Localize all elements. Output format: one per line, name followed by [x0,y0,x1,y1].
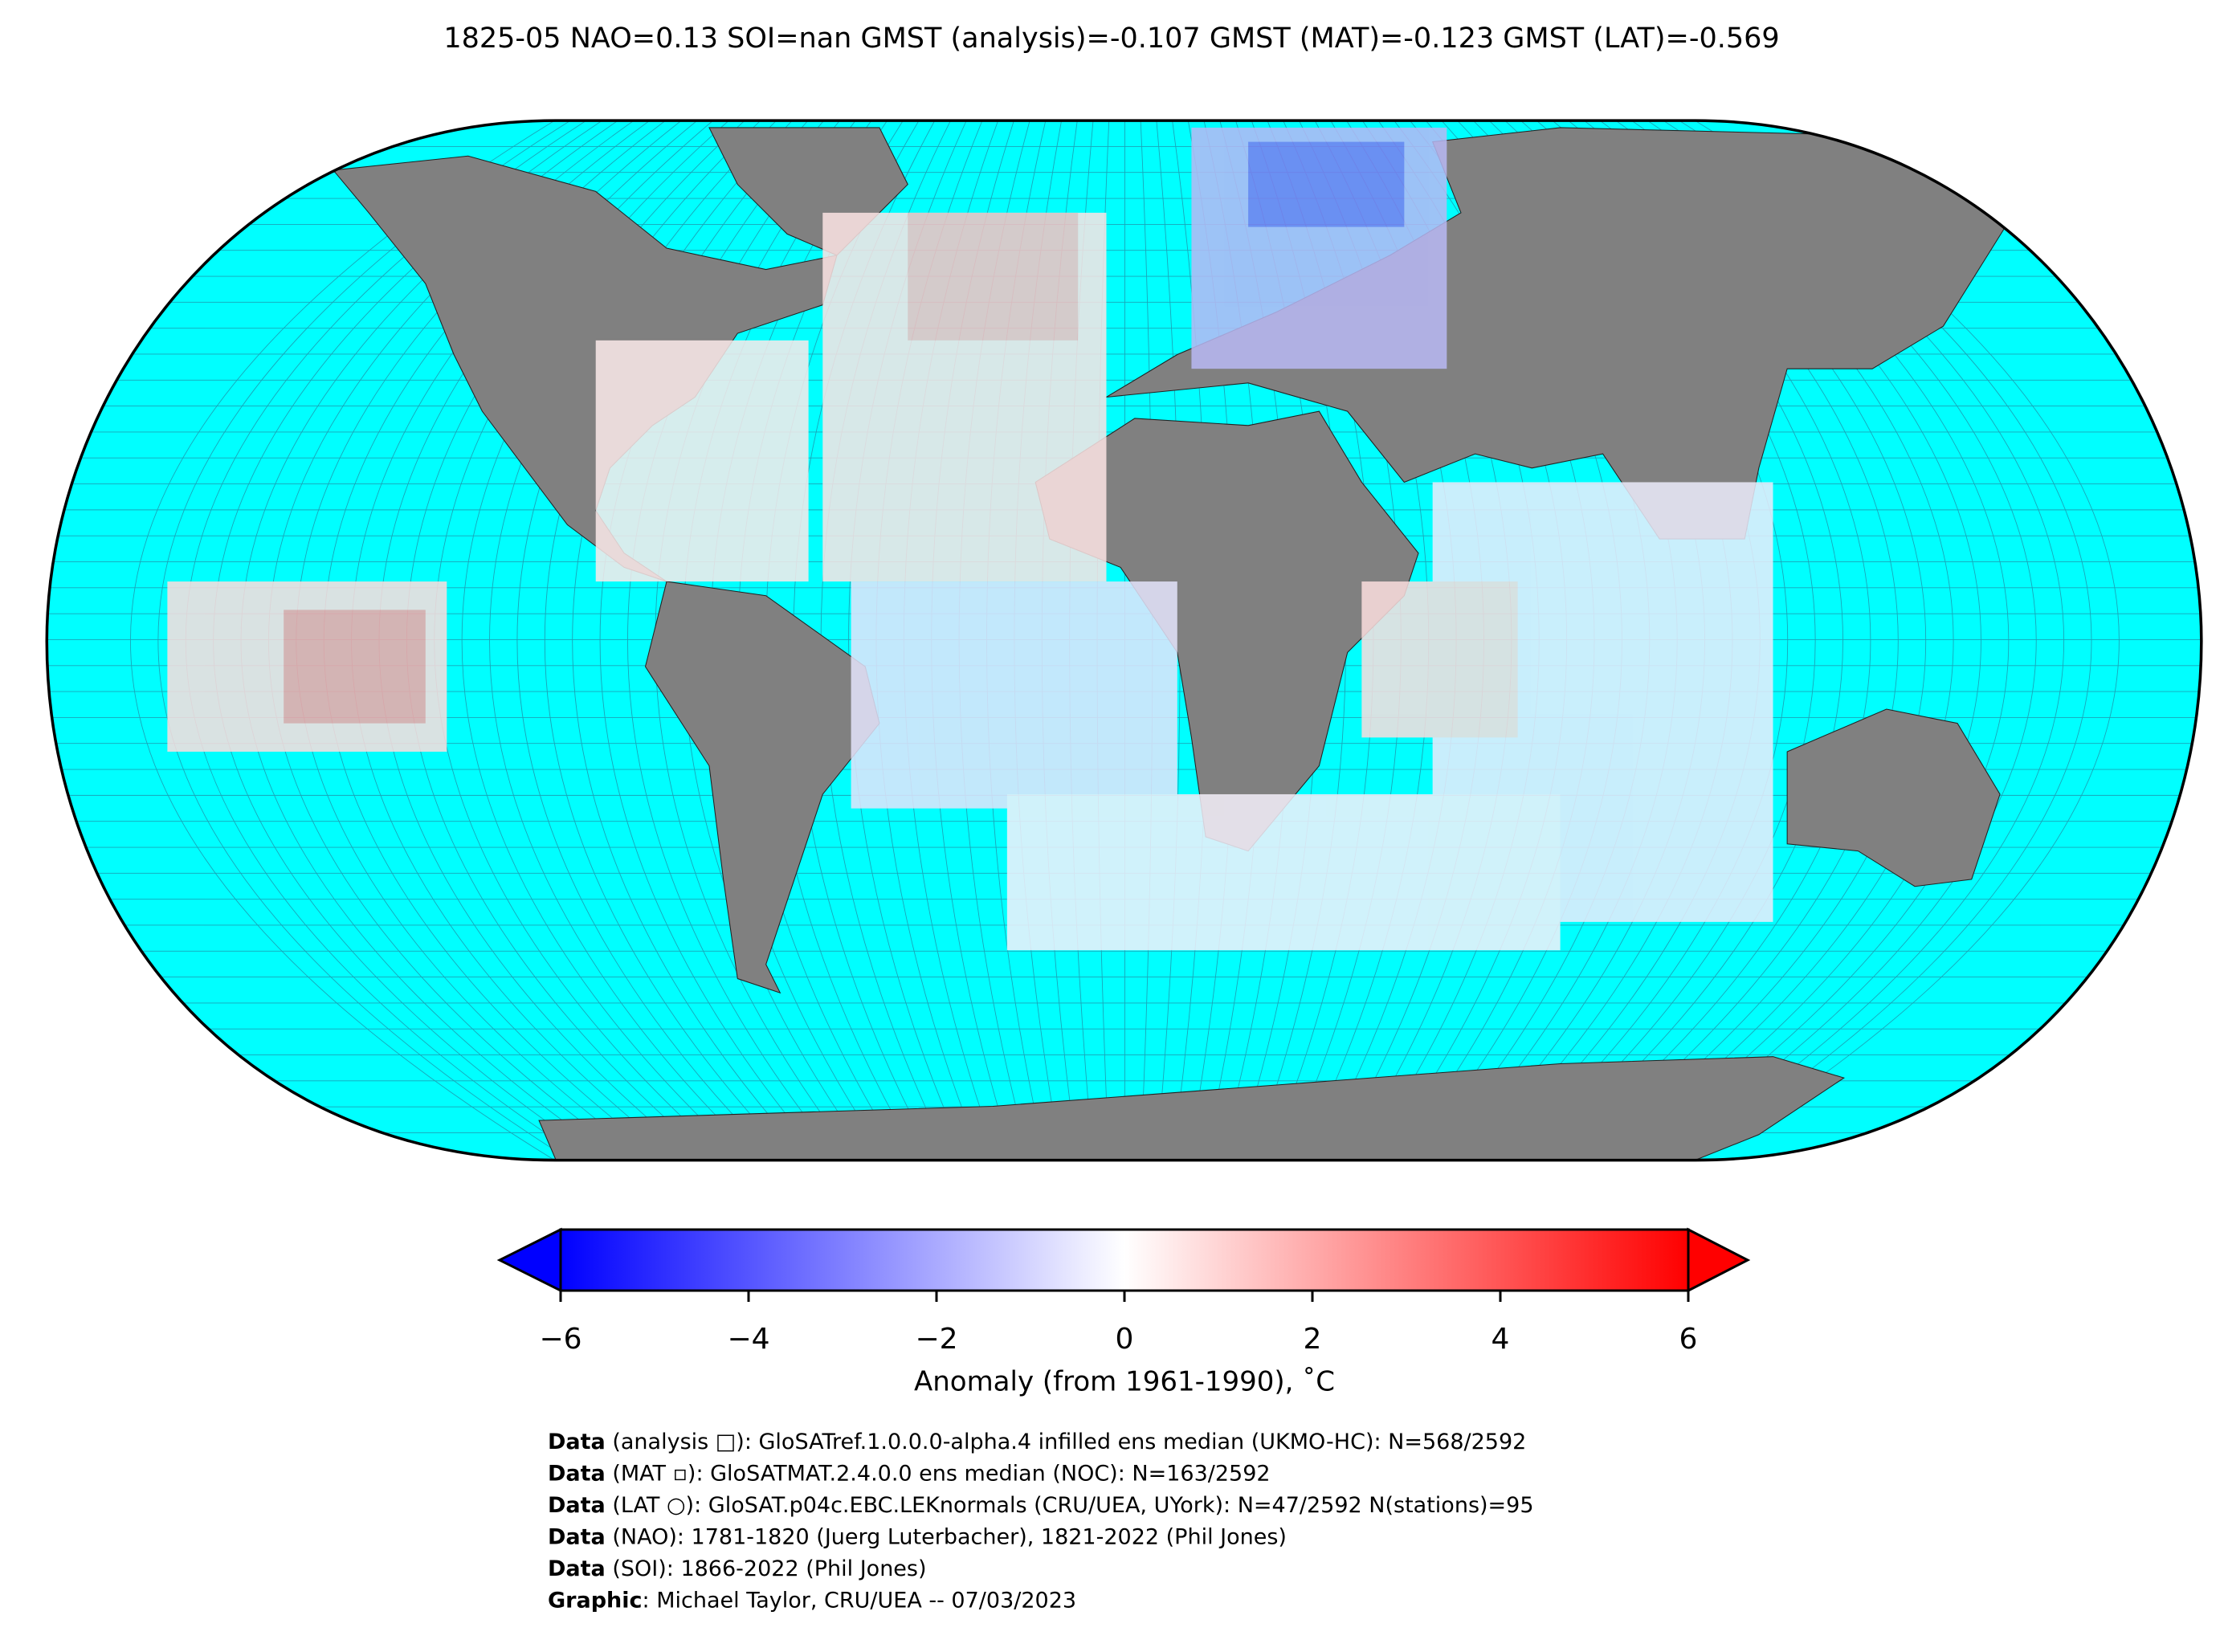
credit-text: (analysis □): GloSATref.1.0.0.0-alpha.4 … [606,1430,1527,1454]
colorbar-gradient [559,1228,1690,1292]
meridian [130,120,555,1160]
credit-text: (LAT ○): GloSAT.p04c.EBC.LEKnormals (CRU… [606,1493,1534,1518]
credit-line: Data (analysis □): GloSATref.1.0.0.0-alp… [548,1430,1526,1454]
colorbar-label: Anomaly (from 1961-1990), ˚C [914,1366,1335,1398]
extend-high [1687,1227,1751,1293]
credit-line: Graphic: Michael Taylor, CRU/UEA -- 07/0… [548,1588,1076,1613]
extend-low [496,1227,562,1293]
globe-outline [45,119,2203,1162]
credit-text: : Michael Taylor, CRU/UEA -- 07/03/2023 [643,1588,1077,1613]
credit-line: Data (LAT ○): GloSAT.p04c.EBC.LEKnormals… [548,1493,1534,1518]
colorbar-tick-label: 0 [1116,1323,1134,1356]
colorbar-tick-label: 6 [1679,1323,1698,1356]
anomaly-cells [167,127,1773,951]
colorbar-tick-label: 4 [1492,1323,1510,1356]
globe [47,120,2202,1160]
map [45,119,2203,1162]
title: 1825-05 NAO=0.13 SOI=nan GMST (analysis)… [443,22,1779,55]
credit-line: Data (MAT ▫): GloSATMAT.2.4.0.0 ens medi… [548,1461,1271,1486]
credit-bold: Data [548,1430,606,1454]
credits: Data (analysis □): GloSATref.1.0.0.0-alp… [548,1430,1534,1613]
credit-bold: Data [548,1493,606,1518]
colorbar: −6 −4 −2 0 2 4 6 [496,1227,1751,1356]
credit-text: (NAO): 1781-1820 (Juerg Luterbacher), 18… [606,1524,1287,1549]
credit-bold: Graphic [548,1588,643,1613]
credit-text: (MAT ▫): GloSATMAT.2.4.0.0 ens median (N… [606,1461,1271,1486]
colorbar-tick-label: −2 [915,1323,957,1356]
credit-line: Data (SOI): 1866-2022 (Phil Jones) [548,1556,927,1581]
credit-bold: Data [548,1524,606,1549]
credit-bold: Data [548,1461,606,1486]
credit-bold: Data [548,1556,606,1581]
colorbar-tick-label: −6 [539,1323,582,1356]
colorbar-tick-label: −4 [727,1323,769,1356]
credit-line: Data (NAO): 1781-1820 (Juerg Luterbacher… [548,1524,1287,1549]
meridian [157,120,571,1160]
colorbar-tick-label: 2 [1304,1323,1322,1356]
credit-text: (SOI): 1866-2022 (Phil Jones) [606,1556,927,1581]
